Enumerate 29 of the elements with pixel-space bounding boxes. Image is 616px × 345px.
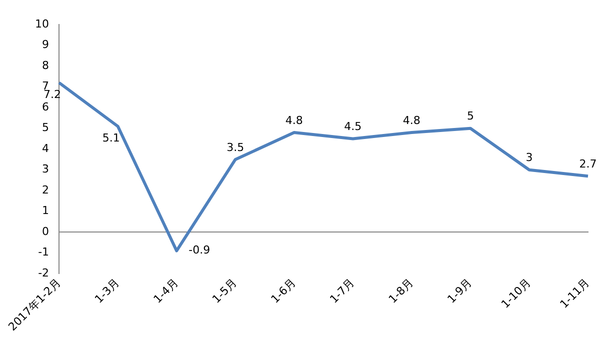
y-tick-label: 9 (42, 38, 50, 52)
x-tick-label: 1-8月 (386, 276, 416, 306)
data-label: 2.7 (579, 157, 597, 170)
y-tick-label: 10 (35, 17, 50, 30)
data-label: 4.5 (344, 120, 362, 134)
y-tick-label: -2 (38, 266, 50, 280)
y-tick-label: 0 (42, 224, 50, 238)
y-tick-label: -1 (38, 246, 50, 259)
y-tick-label: 4 (42, 142, 50, 155)
y-tick-label: 5 (42, 121, 50, 134)
x-tick-label: 1-6月 (268, 276, 298, 306)
y-tick-label: 3 (42, 162, 50, 176)
data-label: 4.8 (402, 114, 420, 127)
x-tick-label: 1-5月 (210, 276, 240, 306)
x-tick-label: 1-9月 (444, 276, 475, 306)
data-label: 3 (526, 151, 533, 164)
data-label: -0.9 (188, 244, 210, 257)
data-label: 4.8 (285, 114, 303, 127)
y-tick-label: 1 (42, 204, 50, 218)
data-label: 7.2 (44, 88, 62, 102)
y-tick-label: 6 (42, 100, 50, 114)
y-tick-label: 8 (42, 58, 50, 72)
data-label: 5.1 (102, 132, 120, 145)
x-tick-label: 1-7月 (327, 276, 358, 306)
data-label: 3.5 (226, 140, 244, 154)
y-tick-label: 2 (42, 183, 50, 196)
x-tick-label: 1-4月 (151, 276, 181, 306)
data-label: 5 (466, 110, 474, 123)
x-tick-label: 1-3月 (92, 276, 122, 306)
